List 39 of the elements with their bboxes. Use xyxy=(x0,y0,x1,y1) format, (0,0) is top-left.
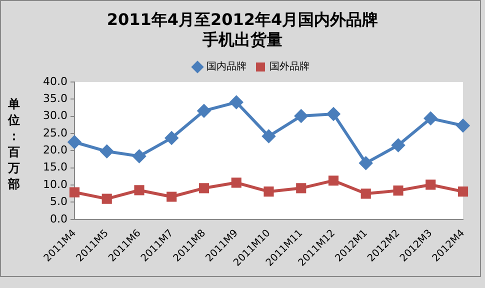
y-tick-label: 10.0 xyxy=(42,178,68,191)
point xyxy=(262,130,276,143)
y-tick-label: 5.0 xyxy=(50,195,68,208)
point xyxy=(359,156,372,170)
point xyxy=(426,180,436,190)
y-tick-label: 30.0 xyxy=(42,109,68,122)
point xyxy=(166,192,177,202)
point xyxy=(230,96,243,109)
y-tick-label: 40.0 xyxy=(42,74,68,88)
point xyxy=(458,186,468,197)
point xyxy=(392,138,405,152)
point xyxy=(197,104,210,118)
point xyxy=(360,188,371,199)
point xyxy=(132,150,146,163)
point xyxy=(165,132,178,144)
point xyxy=(102,194,112,204)
point xyxy=(327,107,340,120)
y-tick-label: 35.0 xyxy=(42,92,68,106)
point xyxy=(424,112,438,125)
point xyxy=(456,119,470,132)
chart-title: 2011年4月至2012年4月国内外品牌手机出货量 xyxy=(106,10,378,50)
point xyxy=(198,183,210,194)
point xyxy=(264,186,274,197)
point xyxy=(69,187,80,198)
point xyxy=(328,176,339,186)
point xyxy=(68,136,81,149)
y-tick-label: 15.0 xyxy=(42,160,68,174)
point xyxy=(393,186,404,196)
y-axis-title: 单位：百万部 xyxy=(6,96,21,192)
legend-label: 国外品牌 xyxy=(270,60,310,73)
y-tick-label: 0.0 xyxy=(50,212,68,226)
legend-label: 国内品牌 xyxy=(206,60,246,73)
point xyxy=(134,185,144,196)
point xyxy=(100,144,114,158)
point xyxy=(231,178,242,188)
point xyxy=(294,110,308,123)
point xyxy=(296,183,306,194)
y-tick-label: 20.0 xyxy=(42,144,68,157)
y-tick-label: 25.0 xyxy=(42,126,68,140)
